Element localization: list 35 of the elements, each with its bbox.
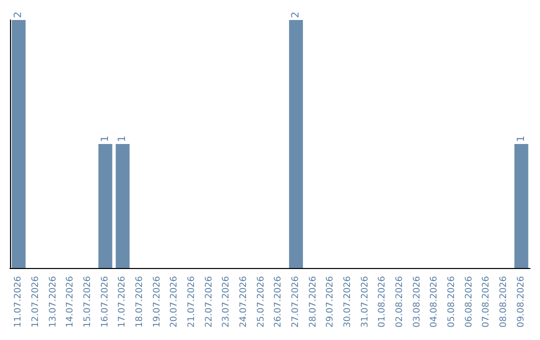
- x-tick-label: 21.07.2026: [187, 276, 197, 328]
- data-label: 2: [13, 12, 24, 18]
- x-tick-label: 01.08.2026: [378, 276, 388, 328]
- x-tick-label: 04.08.2026: [430, 276, 440, 328]
- x-tick-label: 05.08.2026: [447, 276, 457, 328]
- x-tick-label: 11.07.2026: [14, 276, 24, 328]
- x-tick-label: 03.08.2026: [412, 276, 422, 328]
- x-tick-label: 19.07.2026: [152, 276, 162, 328]
- x-tick-label: 28.07.2026: [308, 276, 318, 328]
- x-tick-label: 06.08.2026: [464, 276, 474, 328]
- x-tick-label: 30.07.2026: [343, 276, 353, 328]
- x-tick-label: 23.07.2026: [222, 276, 232, 328]
- x-tick-label: 15.07.2026: [83, 276, 93, 328]
- x-tick-label: 26.07.2026: [274, 276, 284, 328]
- x-tick-label: 20.07.2026: [170, 276, 180, 328]
- x-tick-label: 18.07.2026: [135, 276, 145, 328]
- x-tick-label: 31.07.2026: [360, 276, 370, 328]
- x-tick-label: 16.07.2026: [100, 276, 110, 328]
- x-tick-label: 08.08.2026: [499, 276, 509, 328]
- x-tick-label: 24.07.2026: [239, 276, 249, 328]
- x-tick-label: 13.07.2026: [48, 276, 58, 328]
- x-tick-label: 09.08.2026: [516, 276, 526, 328]
- x-tick-label: 27.07.2026: [291, 276, 301, 328]
- x-tick-label: 02.08.2026: [395, 276, 405, 328]
- x-tick-label: 22.07.2026: [204, 276, 214, 328]
- data-label: 1: [100, 136, 111, 142]
- data-label: 2: [290, 12, 302, 18]
- data-label: 1: [516, 136, 527, 142]
- data-label: 1: [117, 136, 128, 142]
- x-tick-label: 12.07.2026: [31, 276, 41, 328]
- x-tick-label: 17.07.2026: [118, 276, 128, 328]
- x-tick-label: 25.07.2026: [256, 276, 266, 328]
- x-tick-label: 14.07.2026: [66, 276, 76, 328]
- x-tick-label: 07.08.2026: [482, 276, 492, 328]
- x-tick-label: 29.07.2026: [326, 276, 336, 328]
